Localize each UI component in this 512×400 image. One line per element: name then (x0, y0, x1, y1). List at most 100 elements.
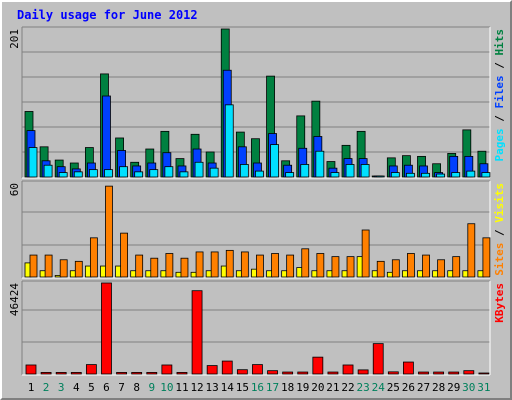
bar-sites-day-25 (391, 259, 400, 278)
bar-kbytes-day-18 (282, 371, 294, 375)
bar-kbytes-day-22 (342, 364, 354, 375)
day-label: 13 (206, 381, 219, 394)
day-label: 5 (88, 381, 95, 394)
day-label: 21 (326, 381, 339, 394)
bar-pages-day-5 (88, 169, 98, 178)
bar-pages-day-13 (209, 167, 219, 178)
day-label: 31 (477, 381, 490, 394)
bar-pages-day-9 (149, 169, 159, 178)
hits-max-label: 201 (8, 29, 21, 49)
bar-kbytes-day-19 (297, 371, 309, 375)
bar-kbytes-day-28 (433, 371, 445, 375)
bar-kbytes-day-16 (252, 364, 263, 375)
legend-visits: Visits (493, 183, 506, 223)
bar-sites-day-16 (256, 254, 264, 278)
bar-kbytes-day-11 (176, 372, 188, 375)
bar-kbytes-day-31 (478, 372, 490, 375)
chart-title: Daily usage for June 2012 (17, 8, 198, 22)
bar-pages-day-1 (28, 147, 38, 178)
bar-kbytes-day-12 (191, 290, 203, 375)
bar-pages-day-18 (285, 172, 295, 178)
bar-pages-day-14 (224, 104, 234, 178)
day-label: 26 (402, 381, 415, 394)
bar-pages-day-7 (119, 166, 128, 178)
bar-kbytes-day-9 (146, 372, 158, 375)
legend-separator: / (493, 109, 506, 129)
day-label: 6 (103, 381, 110, 394)
bar-kbytes-day-30 (463, 370, 475, 375)
bar-kbytes-day-15 (236, 369, 248, 375)
bar-kbytes-day-3 (55, 372, 67, 375)
bar-sites-day-30 (467, 223, 476, 278)
legend-sites: Sites (493, 243, 506, 276)
day-label: 28 (432, 381, 445, 394)
bar-pages-day-26 (406, 172, 415, 178)
day-label: 9 (148, 381, 155, 394)
visits-max-label: 60 (8, 183, 21, 196)
bar-kbytes-day-10 (161, 364, 173, 375)
bar-sites-day-13 (210, 251, 219, 278)
bar-pages-day-30 (466, 170, 476, 178)
bar-sites-day-1 (29, 254, 38, 278)
bar-kbytes-day-29 (448, 371, 460, 375)
bar-pages-day-25 (390, 172, 400, 178)
bar-sites-day-17 (271, 253, 279, 278)
bar-kbytes-day-14 (221, 360, 233, 375)
bar-pages-day-6 (104, 169, 113, 178)
day-label: 14 (221, 381, 235, 394)
day-label: 16 (251, 381, 264, 394)
legend-kbytes: KBytes (493, 283, 506, 323)
day-label: 2 (43, 381, 50, 394)
panel-3-background (22, 281, 490, 375)
bar-sites-day-24 (376, 260, 385, 278)
bar-sites-day-5 (89, 237, 98, 278)
bar-pages-day-11 (179, 171, 189, 178)
bar-kbytes-day-2 (40, 372, 52, 375)
day-label: 7 (118, 381, 125, 394)
bar-kbytes-day-5 (85, 364, 97, 375)
bar-sites-day-14 (225, 249, 234, 278)
bar-pages-day-12 (194, 161, 204, 178)
day-label: 10 (160, 381, 173, 394)
bar-pages-day-31 (481, 172, 491, 178)
day-label: 27 (417, 381, 430, 394)
day-label: 3 (58, 381, 65, 394)
bar-pages-day-22 (345, 164, 355, 178)
bar-pages-day-2 (43, 164, 53, 178)
bar-sites-day-31 (482, 237, 491, 278)
bar-kbytes-day-26 (403, 361, 414, 375)
legend-sites-visits: Sites / Visits (493, 183, 506, 276)
day-label: 8 (133, 381, 140, 394)
bar-pages-day-10 (164, 166, 174, 178)
bar-pages-day-16 (255, 170, 264, 178)
bar-pages-day-8 (134, 171, 144, 178)
day-label: 20 (311, 381, 324, 394)
kbytes-max-label: 46424 (8, 283, 21, 316)
bar-kbytes-day-25 (387, 371, 399, 375)
bar-sites-day-11 (180, 257, 189, 278)
legend-hits: Hits (493, 29, 506, 56)
day-label: 17 (266, 381, 279, 394)
bar-kbytes-day-6 (101, 282, 112, 375)
bar-sites-day-4 (74, 260, 83, 278)
day-label: 25 (387, 381, 400, 394)
bar-kbytes-day-23 (357, 369, 369, 375)
legend-pages-files-hits: Pages / Files / Hits (493, 29, 506, 162)
legend-separator: / (493, 223, 506, 243)
day-label: 18 (281, 381, 294, 394)
bar-pages-day-21 (330, 172, 340, 178)
day-label: 29 (447, 381, 460, 394)
legend-separator: / (493, 56, 506, 76)
bar-sites-day-3 (59, 259, 68, 278)
bar-kbytes-day-1 (25, 364, 37, 375)
bar-pages-day-19 (300, 164, 310, 178)
bar-sites-day-23 (361, 229, 370, 278)
day-label: 23 (357, 381, 370, 394)
day-label: 1 (28, 381, 35, 394)
bar-sites-day-22 (346, 256, 355, 278)
bar-sites-day-27 (422, 254, 430, 278)
bar-pages-day-24 (375, 175, 385, 178)
bar-pages-day-23 (360, 164, 370, 178)
legend-pages: Pages (493, 128, 506, 161)
